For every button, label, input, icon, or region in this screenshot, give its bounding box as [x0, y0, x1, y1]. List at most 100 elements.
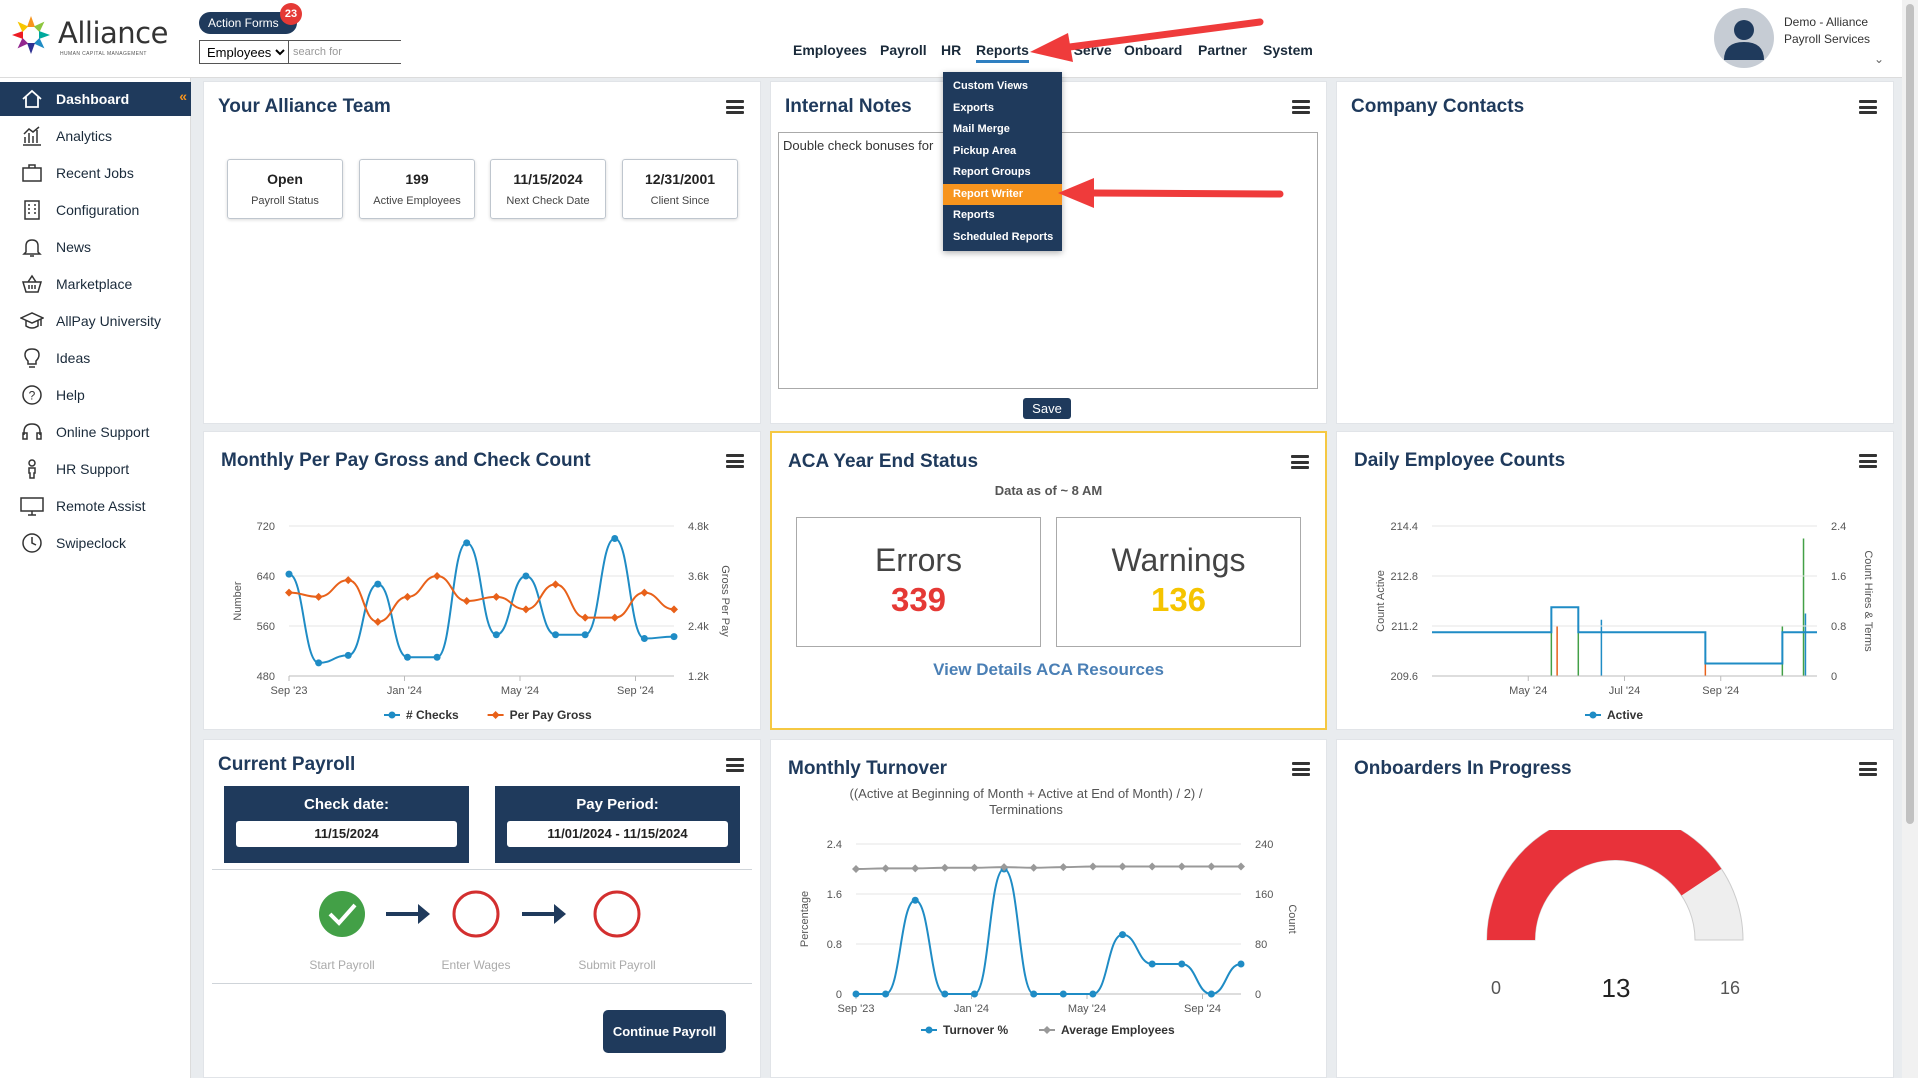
save-button[interactable]: Save: [1023, 398, 1071, 419]
sidebar-item-label: Swipeclock: [56, 535, 127, 551]
menu-item-pickup-area[interactable]: Pickup Area: [953, 144, 1017, 157]
y-tick-label: 212.8: [1390, 571, 1418, 583]
pay-period-value: 11/01/2024 - 11/15/2024: [507, 821, 728, 847]
internal-notes-textarea[interactable]: Double check bonuses for: [778, 132, 1318, 389]
y-right-tick-label: 2.4: [1831, 521, 1846, 533]
menu-item-scheduled-reports[interactable]: Scheduled Reports: [953, 230, 1054, 243]
menu-item-report-groups[interactable]: Report Groups: [953, 166, 1031, 178]
data-point: [403, 653, 411, 661]
nav-partner[interactable]: Partner: [1198, 42, 1248, 58]
y-axis-label: Count Active: [1375, 570, 1387, 632]
card-menu-icon[interactable]: [1859, 762, 1877, 776]
top-header: Alliance HUMAN CAPITAL MANAGEMENT Action…: [0, 0, 1918, 78]
x-tick-label: Sep '24: [617, 685, 654, 697]
payroll-steps: [319, 890, 641, 938]
card-menu-icon[interactable]: [1859, 100, 1877, 114]
y-tick-label: 211.2: [1391, 621, 1418, 633]
nav-reports[interactable]: Reports: [976, 42, 1029, 63]
lightbulb-icon: [20, 346, 44, 370]
chevron-down-icon[interactable]: ⌄: [1874, 52, 1885, 66]
sidebar-item-allpay-university[interactable]: AllPay University: [0, 304, 191, 338]
search-bar: Employees: [199, 40, 435, 64]
collapse-sidebar-icon[interactable]: «: [179, 88, 187, 104]
action-forms-button[interactable]: Action Forms: [199, 12, 297, 34]
sidebar-item-label: Recent Jobs: [56, 165, 134, 181]
user-menu[interactable]: Demo - Alliance Payroll Services ⌄: [1714, 8, 1914, 70]
view-aca-details-link[interactable]: View Details ACA Resources: [933, 660, 1164, 679]
menu-item-mail-merge[interactable]: Mail Merge: [953, 123, 1010, 135]
y-right-tick-label: 160: [1255, 889, 1273, 901]
search-input[interactable]: [289, 41, 435, 63]
svg-text:?: ?: [29, 389, 36, 403]
card-menu-icon[interactable]: [1291, 455, 1309, 469]
data-point: [970, 990, 978, 998]
sidebar-item-remote-assist[interactable]: Remote Assist: [0, 489, 191, 523]
nav-onboard[interactable]: Onboard: [1124, 42, 1183, 58]
sidebar-item-online-support[interactable]: Online Support: [0, 415, 191, 449]
alliance-logo[interactable]: Alliance HUMAN CAPITAL MANAGEMENT: [10, 14, 168, 58]
data-point: [314, 592, 323, 601]
sidebar-item-label: News: [56, 239, 92, 255]
check-date-label: Check date:: [303, 796, 390, 813]
sidebar-item-hr-support[interactable]: HR Support: [0, 452, 191, 486]
sidebar-item-configuration[interactable]: Configuration: [0, 193, 191, 227]
menu-item-custom-views[interactable]: Custom Views: [953, 80, 1028, 92]
alliance-team-card: Your Alliance Team Open Payroll Status 1…: [203, 81, 761, 424]
sidebar-item-analytics[interactable]: Analytics: [0, 119, 191, 153]
chart-title: Monthly Per Pay Gross and Check Count: [221, 450, 591, 471]
sidebar-item-recent-jobs[interactable]: Recent Jobs: [0, 156, 191, 190]
gauge-min-label: 0: [1490, 978, 1501, 998]
aca-errors-box[interactable]: Errors 339: [796, 517, 1041, 647]
sidebar-item-help[interactable]: ? Help: [0, 378, 191, 412]
data-point: [1237, 960, 1245, 968]
card-menu-icon[interactable]: [1292, 100, 1310, 114]
monthly-gross-chart-card: Monthly Per Pay Gross and Check Count 48…: [203, 431, 761, 730]
sidebar-item-swipeclock[interactable]: Swipeclock: [0, 526, 191, 560]
card-menu-icon[interactable]: [726, 100, 744, 114]
menu-item-exports[interactable]: Exports: [953, 101, 994, 114]
sidebar-item-label: Remote Assist: [56, 498, 146, 514]
onboarders-gauge: [1486, 830, 1744, 941]
legend-marker: [1043, 1026, 1051, 1034]
nav-payroll[interactable]: Payroll: [880, 42, 927, 58]
menu-item-report-writer[interactable]: Report Writer: [943, 183, 1062, 205]
y-tick-label: 640: [257, 571, 275, 583]
sidebar-item-marketplace[interactable]: Marketplace: [0, 267, 191, 301]
x-tick-label: May '24: [501, 685, 539, 697]
stat-next-check-date: 11/15/2024 Next Check Date: [490, 159, 606, 219]
legend-label: Per Pay Gross: [510, 708, 592, 722]
data-point: [1089, 990, 1097, 998]
card-menu-icon[interactable]: [1292, 762, 1310, 776]
step-label: Submit Payroll: [578, 958, 656, 972]
data-point: [1177, 862, 1186, 871]
card-menu-icon[interactable]: [726, 454, 744, 468]
nav-employees[interactable]: Employees: [793, 42, 867, 58]
nav-system[interactable]: System: [1263, 42, 1313, 58]
page-scrollbar[interactable]: [1902, 0, 1918, 1078]
data-point: [1088, 862, 1097, 871]
nav-hr[interactable]: HR: [941, 42, 962, 58]
search-category-select[interactable]: Employees: [200, 41, 289, 63]
legend-label: Active: [1607, 708, 1643, 722]
card-menu-icon[interactable]: [726, 758, 744, 772]
data-point: [521, 605, 530, 614]
step-label: Start Payroll: [309, 958, 375, 972]
stat-label: Payroll Status: [251, 195, 319, 207]
x-tick-label: Sep '24: [1184, 1003, 1221, 1015]
data-point: [433, 572, 442, 580]
menu-item-reports[interactable]: Reports: [953, 209, 995, 221]
stat-value: 12/31/2001: [644, 171, 716, 187]
nav-self-serve[interactable]: Self Serve: [1044, 42, 1112, 58]
sidebar-item-news[interactable]: News: [0, 230, 191, 264]
data-point: [1029, 863, 1038, 872]
legend-marker: [388, 711, 396, 719]
data-point: [852, 990, 860, 998]
sidebar-item-ideas[interactable]: Ideas: [0, 341, 191, 375]
sidebar-item-dashboard[interactable]: Dashboard «: [0, 82, 191, 116]
aca-warnings-box[interactable]: Warnings 136: [1056, 517, 1301, 647]
start-payroll-step-icon: [319, 891, 365, 937]
scrollbar-thumb[interactable]: [1906, 4, 1914, 824]
continue-payroll-button[interactable]: Continue Payroll: [603, 1010, 726, 1053]
data-point: [881, 864, 890, 873]
card-menu-icon[interactable]: [1859, 454, 1877, 468]
